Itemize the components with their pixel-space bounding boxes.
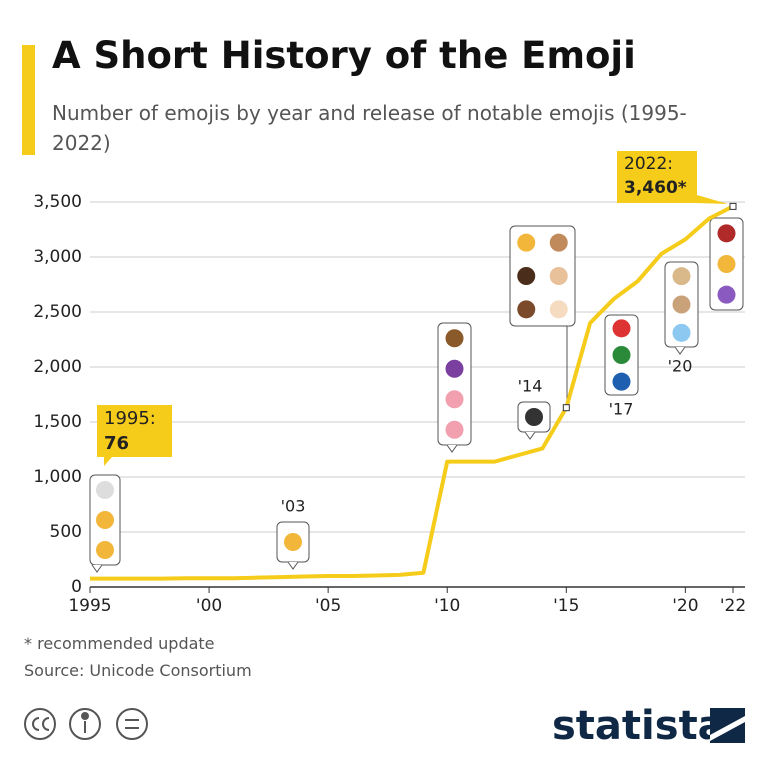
point-marker	[562, 404, 570, 412]
year-label: '17	[609, 400, 634, 419]
emoji-bubble	[709, 217, 744, 311]
title: A Short History of the Emoji	[52, 34, 636, 77]
emoji	[717, 285, 736, 304]
annotation-value: 3,460*	[624, 178, 687, 198]
emoji	[445, 359, 464, 378]
year-label: '14	[518, 377, 543, 396]
emoji-bubble	[604, 314, 639, 396]
emoji	[445, 420, 464, 439]
x-tick-label: '20	[672, 596, 698, 616]
logo: statista	[552, 703, 725, 749]
emoji	[517, 267, 536, 285]
bubble-tail	[524, 431, 536, 440]
emoji-bubble	[89, 474, 121, 573]
y-tick-label: 500	[50, 522, 82, 542]
emoji-bubble	[437, 322, 472, 453]
emoji	[612, 346, 631, 364]
point-marker	[729, 202, 737, 210]
x-tick-label: '15	[553, 596, 579, 616]
y-tick-label: 2,500	[33, 302, 82, 322]
emoji	[517, 300, 536, 319]
emoji	[96, 511, 114, 529]
emoji-bubble	[276, 521, 310, 570]
emoji	[549, 233, 568, 252]
x-tick-label: 1995	[68, 596, 111, 616]
emoji	[612, 319, 631, 338]
y-tick-label: 3,000	[33, 247, 82, 267]
annotation-label: 2022:	[624, 154, 673, 174]
emoji	[672, 267, 691, 286]
license-icons	[24, 708, 148, 740]
emoji	[717, 255, 736, 273]
annotation-box	[617, 151, 728, 204]
bubble-tail	[674, 346, 686, 355]
emoji	[284, 533, 302, 551]
y-tick-label: 1,500	[33, 412, 82, 432]
bubble-tail	[446, 444, 458, 453]
emoji	[549, 267, 568, 285]
y-tick-label: 3,500	[33, 192, 82, 212]
source: Source: Unicode Consortium	[24, 661, 252, 680]
emoji-bubble	[664, 261, 699, 355]
annotation-label: 1995:	[104, 408, 156, 429]
year-label: '20	[668, 357, 693, 376]
emoji	[445, 329, 464, 348]
data-line	[90, 204, 734, 581]
emoji	[525, 408, 543, 426]
annotation-value: 76	[104, 433, 129, 454]
x-tick-label: '22	[720, 596, 746, 616]
emoji	[717, 224, 736, 243]
bubble-tail	[287, 561, 299, 570]
y-tick-label: 1,000	[33, 467, 82, 487]
bubble-tail	[91, 564, 103, 573]
x-tick-label: '00	[196, 596, 222, 616]
footnote: * recommended update	[24, 634, 215, 653]
emoji	[96, 541, 114, 559]
x-tick-label: '05	[315, 596, 341, 616]
subtitle: Number of emojis by year and release of …	[52, 101, 687, 155]
x-tick-label: '10	[434, 596, 460, 616]
emoji	[445, 390, 464, 409]
year-label: '03	[281, 497, 306, 516]
logo-icon	[710, 708, 745, 743]
accent-bar	[22, 45, 35, 155]
emoji-bubble	[517, 401, 551, 440]
emoji	[612, 372, 631, 391]
y-tick-label: 2,000	[33, 357, 82, 377]
emoji	[672, 323, 691, 342]
emoji	[549, 300, 568, 319]
y-tick-label: 0	[71, 577, 82, 597]
emoji	[517, 233, 536, 252]
annotation-box	[97, 405, 172, 466]
emoji-bubble	[509, 225, 576, 327]
emoji	[96, 481, 114, 499]
emoji	[672, 295, 691, 314]
